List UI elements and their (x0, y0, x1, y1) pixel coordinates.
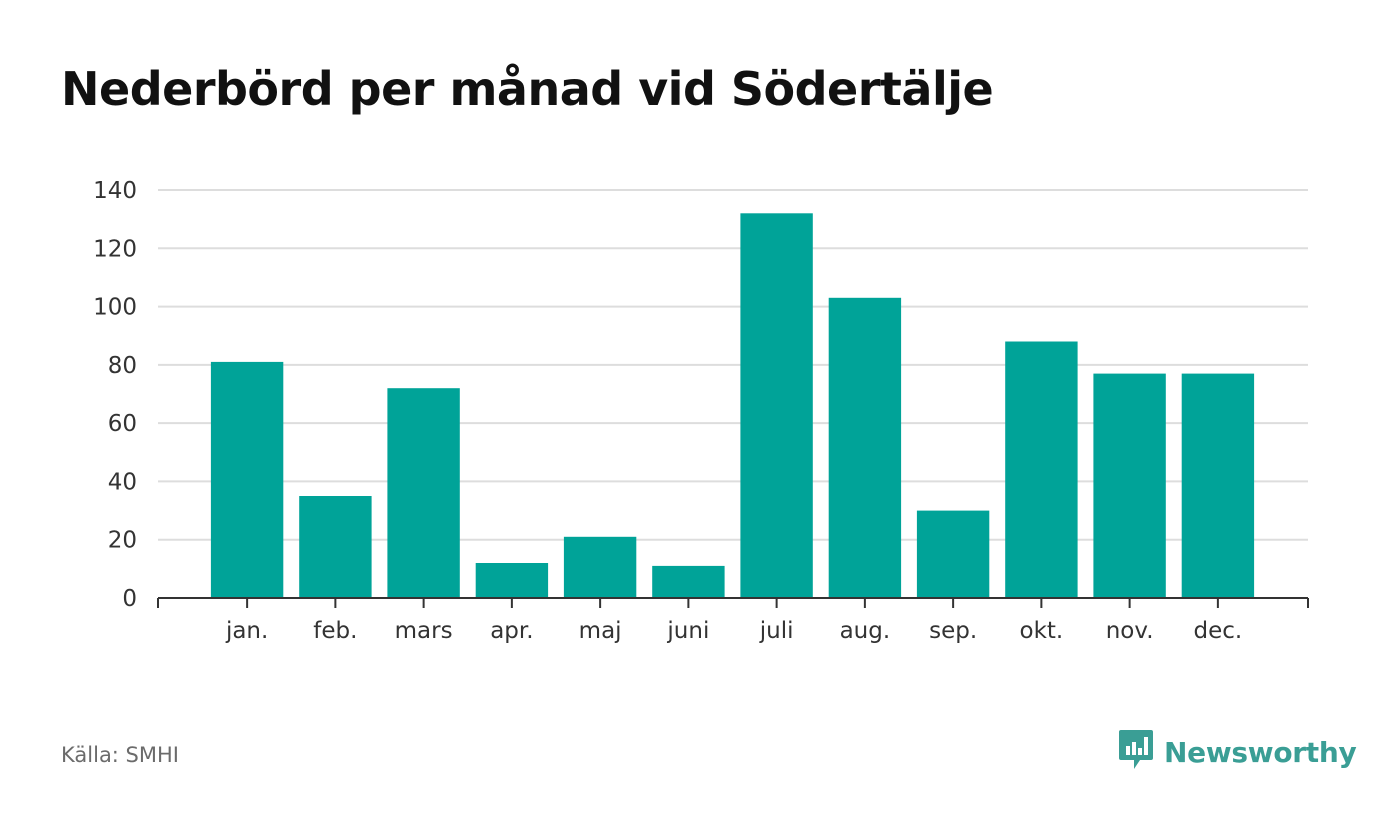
x-tick-label: juni (666, 618, 709, 644)
bar (828, 297, 902, 598)
x-tick-label: dec. (1194, 618, 1243, 644)
bar (916, 510, 990, 598)
y-tick-label: 20 (108, 528, 137, 554)
x-tick-label: nov. (1106, 618, 1154, 644)
bar-layer (210, 213, 1255, 599)
axis-layer (157, 597, 1309, 608)
x-tick-label: okt. (1020, 618, 1064, 644)
bar (387, 388, 460, 598)
x-tick-label: apr. (490, 618, 533, 644)
y-tick-label: 100 (93, 295, 137, 321)
bar (475, 563, 549, 598)
x-tick-label: feb. (313, 618, 357, 644)
bar (1005, 341, 1078, 598)
bar (1181, 373, 1255, 598)
y-tick-label: 120 (93, 236, 137, 262)
brand-logo: Newsworthy (1118, 728, 1357, 776)
y-tick-label: 40 (108, 469, 137, 495)
x-tick-label: mars (395, 618, 453, 644)
chart-title: Nederbörd per månad vid Södertälje (61, 62, 994, 116)
bar (652, 565, 725, 598)
y-tick-label: 140 (93, 178, 137, 204)
y-tick-label: 80 (108, 353, 137, 379)
x-tick-label: maj (579, 618, 622, 644)
bar (1093, 373, 1166, 598)
bar (563, 536, 637, 598)
bar (210, 361, 284, 598)
bar (299, 496, 372, 598)
brand-name: Newsworthy (1164, 735, 1357, 769)
newsworthy-logo-icon (1118, 728, 1154, 776)
x-tick-label: aug. (840, 618, 891, 644)
x-tick-label: sep. (929, 618, 977, 644)
bar (740, 213, 813, 599)
x-tick-label: jan. (225, 618, 268, 644)
x-tick-label: juli (759, 618, 794, 644)
bar-chart: 0 20 40 60 80 100 120 140 jan. feb. mars apr. maj jun… (93, 178, 1309, 644)
label-layer: 0 20 40 60 80 100 120 140 jan. feb. mars apr. maj jun… (93, 178, 1242, 644)
y-tick-label: 60 (108, 411, 137, 437)
source-note: Källa: SMHI (61, 743, 179, 767)
y-tick-label: 0 (122, 586, 137, 612)
